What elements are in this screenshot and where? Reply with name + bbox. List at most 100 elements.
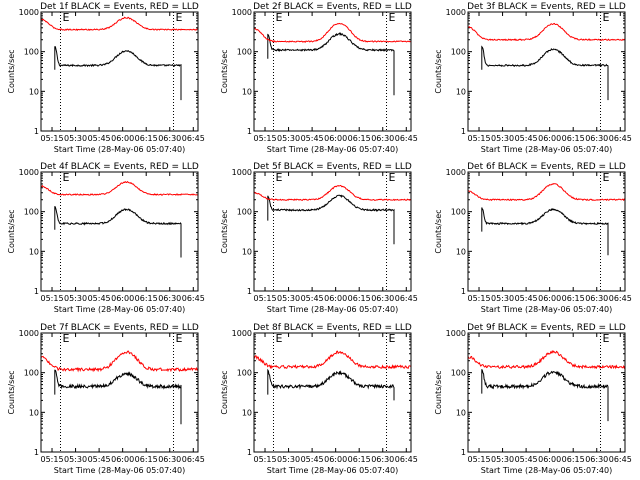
lld-series-line [41, 16, 199, 32]
lld-series-line [40, 350, 199, 373]
y-axis-label: Counts/sec [7, 49, 16, 93]
event-marker-label: E [62, 11, 69, 24]
x-tick-label: 06:30 [158, 134, 181, 143]
lld-series-line [253, 184, 412, 202]
x-tick-label: 06:45 [395, 294, 418, 303]
y-tick-label: 100 [24, 369, 39, 378]
y-axis-label: Counts/sec [434, 49, 443, 93]
y-axis-label: Counts/sec [434, 209, 443, 253]
event-marker-label: E [176, 11, 183, 24]
x-tick-label: 06:15 [562, 455, 585, 464]
x-tick-label: 06:15 [135, 134, 158, 143]
x-tick-label: 06:00 [111, 134, 134, 143]
x-tick-label: 06:45 [395, 455, 418, 464]
detector-panel: Det 7f BLACK = Events, RED = LLD Counts/s… [7, 323, 205, 475]
y-axis-label: Counts/sec [7, 370, 16, 414]
x-axis-label: Start Time (28-May-06 05:07:40) [267, 305, 398, 314]
y-tick-label: 1 [461, 448, 466, 457]
y-tick-label: 10 [456, 87, 466, 96]
x-tick-label: 06:30 [371, 134, 394, 143]
x-tick-label: 05:30 [64, 294, 87, 303]
lld-series-line [253, 350, 412, 370]
event-marker-label: E [176, 332, 183, 345]
panel-title: Det 6f BLACK = Events, RED = LLD [467, 162, 626, 172]
x-tick-label: 05:15 [40, 134, 63, 143]
event-marker-label: E [275, 171, 282, 184]
events-series-line [481, 207, 609, 256]
x-tick-label: 06:15 [562, 134, 585, 143]
lld-series-line [253, 22, 412, 43]
events-series-line [54, 205, 182, 258]
plot-frame [253, 171, 412, 292]
detector-panel: Det 2f BLACK = Events, RED = LLD Counts/s… [220, 2, 418, 154]
x-tick-label: 06:45 [182, 294, 205, 303]
y-tick-label: 10 [29, 87, 39, 96]
y-tick-label: 10 [242, 408, 252, 417]
y-tick-label: 100 [451, 48, 466, 57]
x-tick-label: 06:45 [609, 134, 632, 143]
plot-frame [253, 332, 412, 453]
x-tick-label: 05:45 [88, 455, 111, 464]
y-tick-label: 100 [24, 208, 39, 217]
detector-panel: Det 6f BLACK = Events, RED = LLD Counts/s… [434, 162, 632, 314]
x-tick-label: 06:45 [609, 455, 632, 464]
plot-frame [467, 171, 626, 292]
x-tick-label: 06:15 [135, 294, 158, 303]
y-tick-label: 100 [451, 208, 466, 217]
x-axis-label: Start Time (28-May-06 05:07:40) [54, 466, 185, 475]
x-tick-label: 06:45 [609, 294, 632, 303]
x-tick-label: 05:30 [491, 455, 514, 464]
x-tick-label: 06:15 [562, 294, 585, 303]
x-tick-label: 06:00 [324, 455, 347, 464]
y-tick-label: 1000 [446, 8, 466, 17]
x-tick-label: 05:45 [301, 455, 324, 464]
x-tick-label: 05:15 [40, 294, 63, 303]
x-tick-label: 06:00 [111, 294, 134, 303]
detector-panel: Det 3f BLACK = Events, RED = LLD Counts/s… [434, 2, 632, 154]
lld-series-line [468, 183, 626, 202]
y-tick-label: 100 [237, 48, 252, 57]
x-tick-label: 05:45 [515, 134, 538, 143]
plot-frame [253, 11, 412, 132]
x-axis-label: Start Time (28-May-06 05:07:40) [267, 145, 398, 154]
x-tick-label: 05:30 [64, 455, 87, 464]
y-axis-label: Counts/sec [220, 209, 229, 253]
detector-panel: Det 4f BLACK = Events, RED = LLD Counts/s… [7, 162, 205, 314]
event-marker-label: E [62, 171, 69, 184]
x-tick-label: 06:00 [538, 134, 561, 143]
y-tick-label: 100 [24, 48, 39, 57]
detector-panel: Det 5f BLACK = Events, RED = LLD Counts/s… [220, 162, 418, 314]
x-tick-label: 06:45 [182, 455, 205, 464]
events-series-line [267, 32, 395, 96]
x-tick-label: 05:15 [467, 294, 490, 303]
event-marker-label: E [603, 11, 610, 24]
x-tick-label: 06:00 [324, 134, 347, 143]
y-tick-label: 1000 [232, 8, 252, 17]
x-tick-label: 06:30 [158, 294, 181, 303]
x-axis-label: Start Time (28-May-06 05:07:40) [267, 466, 398, 475]
y-tick-label: 1000 [232, 329, 252, 338]
x-tick-label: 05:45 [515, 455, 538, 464]
y-axis-label: Counts/sec [220, 370, 229, 414]
y-tick-label: 1000 [232, 168, 252, 177]
y-tick-label: 1 [247, 448, 252, 457]
x-tick-label: 06:30 [371, 455, 394, 464]
x-tick-label: 06:15 [135, 455, 158, 464]
x-axis-label: Start Time (28-May-06 05:07:40) [54, 305, 185, 314]
x-tick-label: 05:15 [253, 134, 276, 143]
x-tick-label: 05:30 [491, 294, 514, 303]
x-tick-label: 06:30 [585, 134, 608, 143]
y-tick-label: 1 [461, 127, 466, 136]
y-tick-label: 10 [456, 247, 466, 256]
lld-series-line [40, 180, 199, 196]
y-tick-label: 1 [247, 127, 252, 136]
x-tick-label: 05:30 [277, 455, 300, 464]
x-tick-label: 05:15 [40, 455, 63, 464]
y-axis-label: Counts/sec [7, 209, 16, 253]
y-tick-label: 10 [29, 408, 39, 417]
detector-panel: Det 9f BLACK = Events, RED = LLD Counts/s… [434, 323, 632, 475]
y-tick-label: 100 [237, 208, 252, 217]
y-tick-label: 1000 [19, 329, 39, 338]
